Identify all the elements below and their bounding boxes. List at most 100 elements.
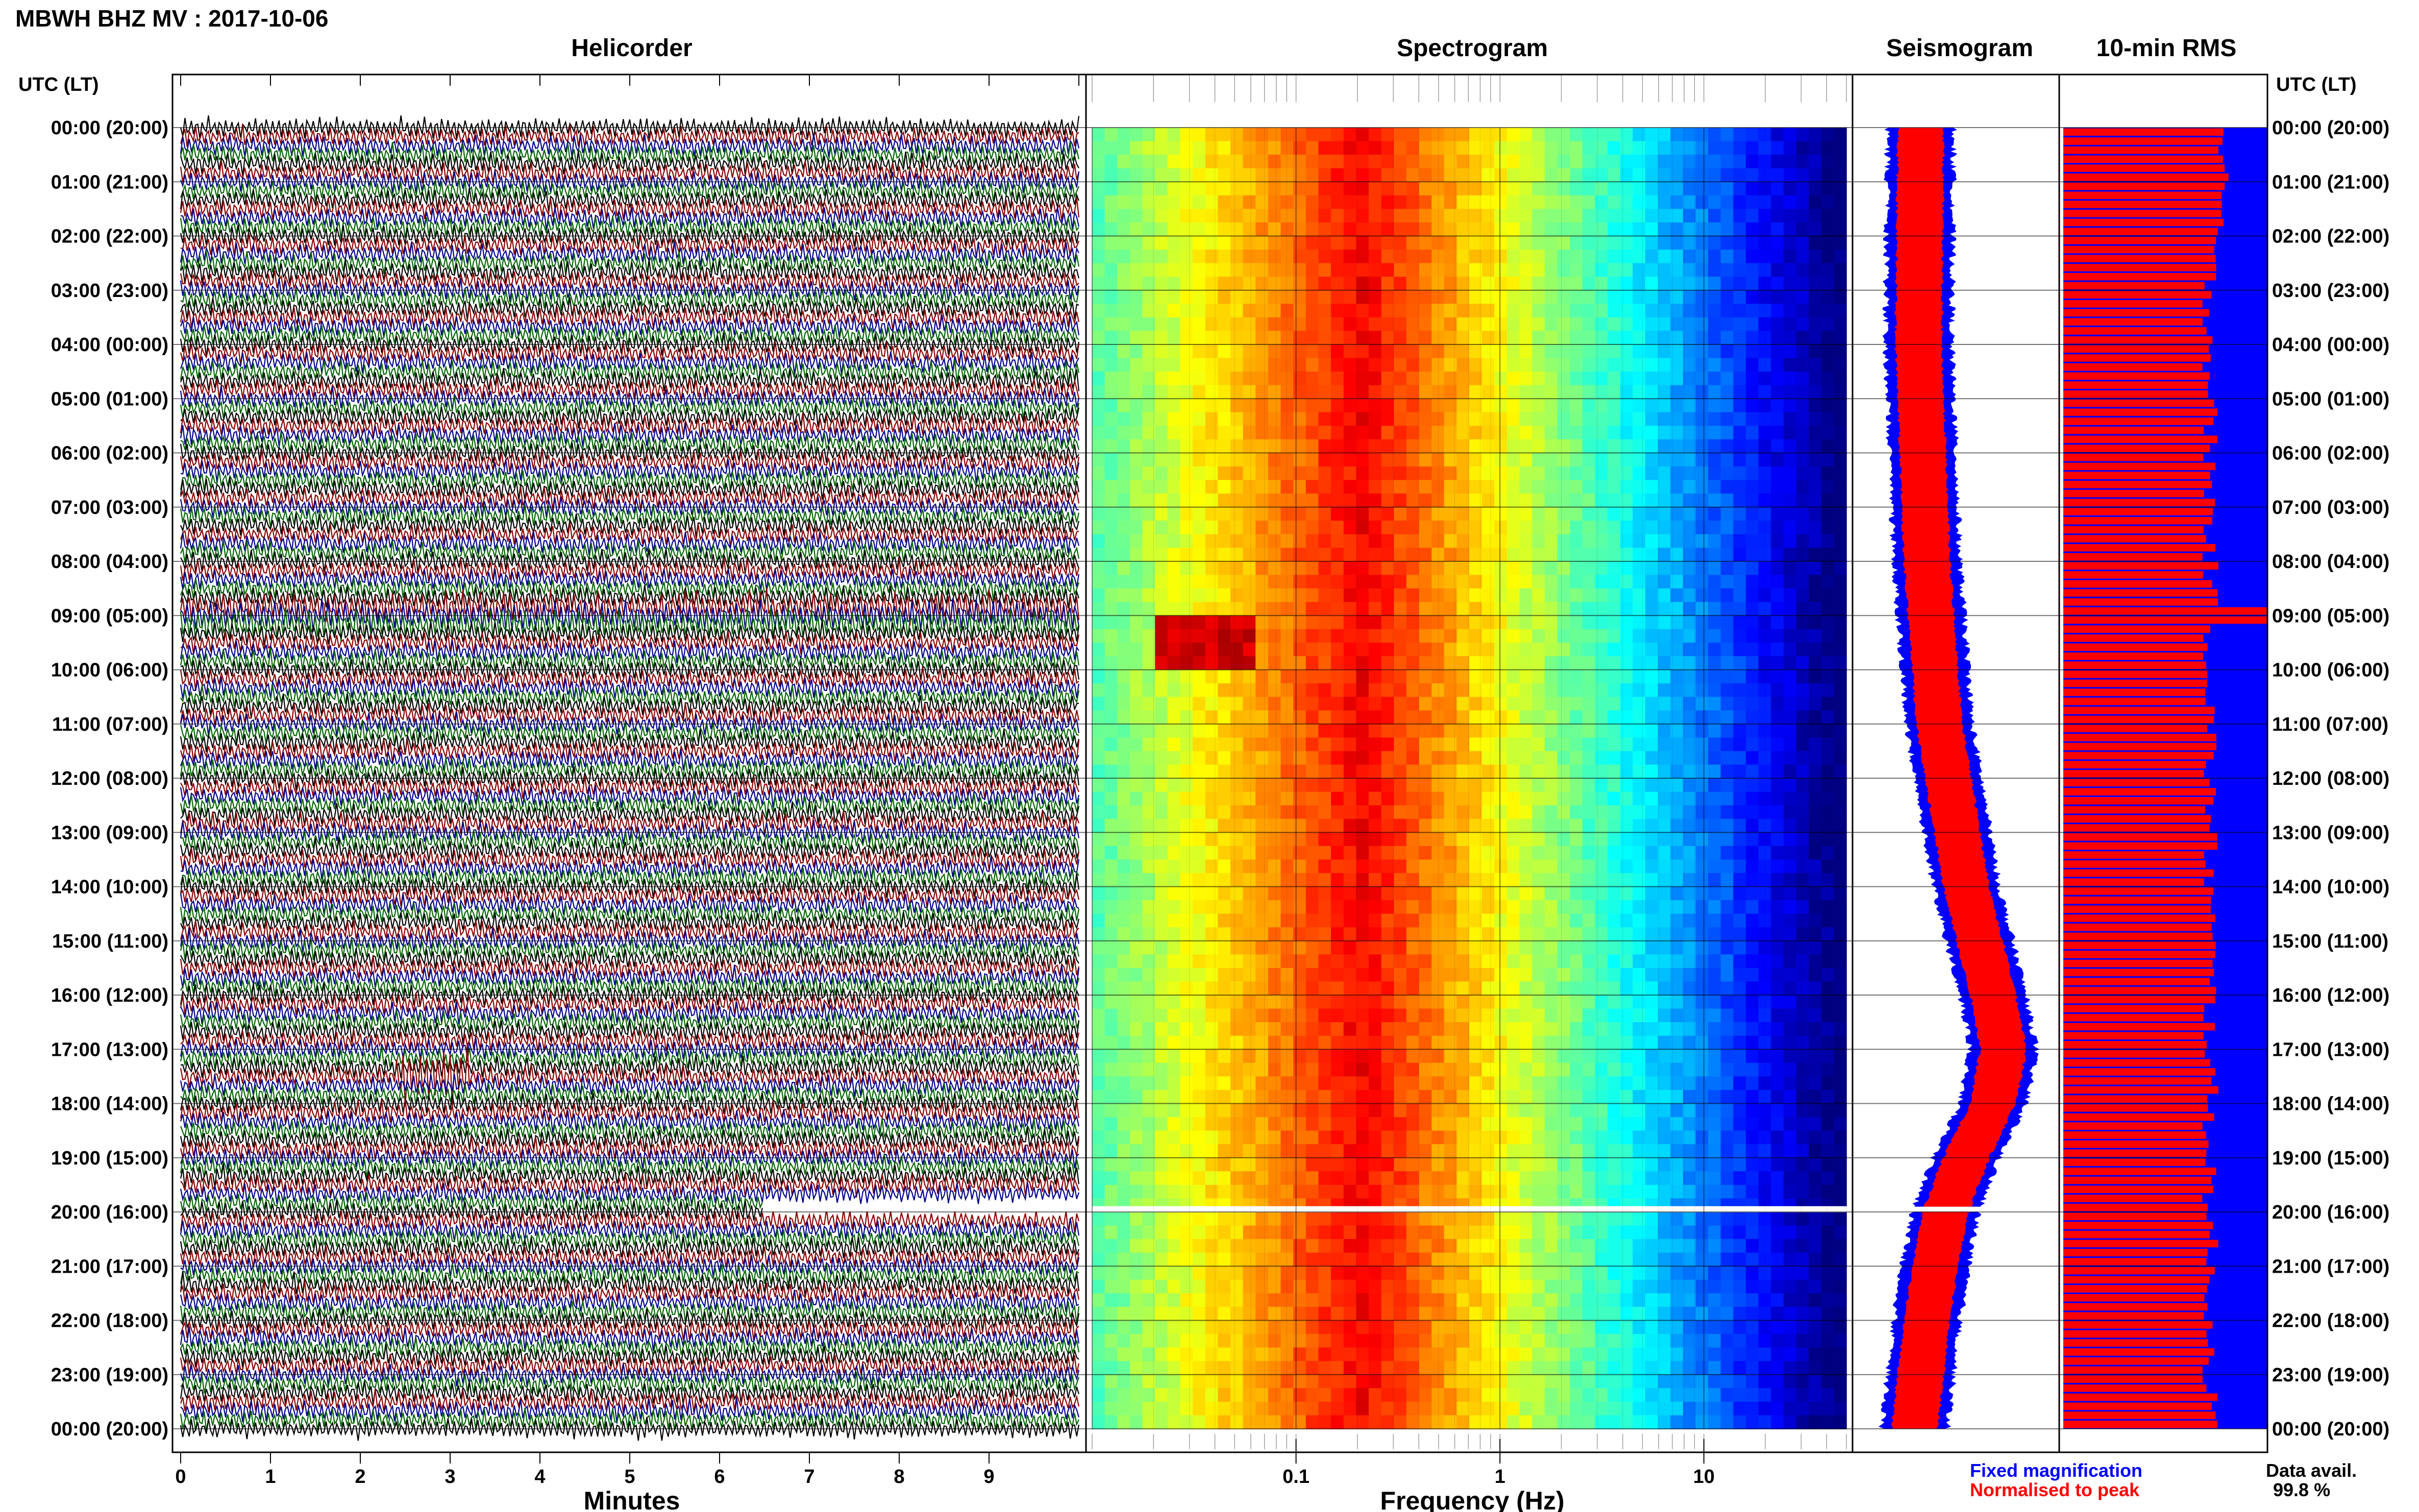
spectrogram-cell (1431, 588, 1445, 603)
spectrogram-cell (1406, 724, 1420, 738)
spectrogram-cell (1368, 155, 1382, 169)
spectrogram-cell (1633, 277, 1646, 291)
spectrogram-cell (1419, 290, 1432, 305)
helicorder-trace (180, 684, 1080, 709)
spectrogram-cell (1092, 846, 1105, 860)
spectrogram-cell (1268, 155, 1281, 169)
spectrogram-cell (1268, 737, 1281, 752)
spectrogram-cell (1406, 128, 1420, 142)
spectrogram-cell (1142, 913, 1155, 928)
spectrogram-cell (1745, 1089, 1759, 1104)
spectrogram-cell (1457, 778, 1470, 792)
spectrogram-cell (1092, 358, 1105, 372)
spectrogram-cell (1595, 697, 1608, 711)
spectrogram-cell (1104, 968, 1118, 982)
spectrogram-cell (1771, 520, 1784, 535)
spectrogram-cell (1796, 1008, 1809, 1023)
spectrogram-cell (1809, 344, 1822, 359)
spectrogram-cell (1381, 453, 1394, 467)
spectrogram-cell (1193, 575, 1206, 589)
spectrogram-cell (1431, 886, 1445, 901)
spectrogram-cell (1280, 737, 1294, 752)
spectrogram-cell (1507, 1022, 1520, 1036)
spectrogram-cell (1633, 128, 1646, 142)
spectrogram-cell (1570, 981, 1583, 996)
spectrogram-cell (1821, 995, 1835, 1009)
spectrogram-cell (1180, 764, 1193, 779)
spectrogram-cell (1243, 710, 1256, 725)
spectrogram-cell (1570, 575, 1583, 589)
spectrogram-cell (1544, 1171, 1558, 1185)
spectrogram-cell (1343, 981, 1357, 996)
spectrogram-cell (1368, 141, 1382, 155)
spectrogram-cell (1507, 629, 1520, 643)
spectrogram-cell (1670, 710, 1684, 725)
spectrogram-cell (1733, 344, 1746, 359)
spectrogram-cell (1507, 913, 1520, 928)
spectrogram-cell (1406, 385, 1420, 400)
spectrogram-cell (1180, 168, 1193, 183)
spectrogram-cell (1305, 615, 1319, 630)
spectrogram-cell (1708, 195, 1721, 210)
spectrogram-cell (1708, 250, 1721, 264)
spectrogram-cell (1092, 561, 1105, 576)
spectrogram-cell (1809, 1144, 1822, 1158)
spectrogram-cell (1720, 1008, 1734, 1023)
spectrogram-cell (1343, 886, 1357, 901)
spectrogram-cell (1117, 155, 1130, 169)
spectrogram-cell (1519, 846, 1533, 860)
spectrogram-cell (1683, 1008, 1696, 1023)
spectrogram-cell (1218, 331, 1231, 345)
spectrogram-cell (1318, 412, 1331, 427)
spectrogram-cell (1771, 791, 1784, 806)
spectrogram-cell (1255, 791, 1269, 806)
spectrogram-cell (1469, 1103, 1483, 1118)
spectrogram-cell (1582, 791, 1596, 806)
spectrogram-cell (1683, 209, 1696, 223)
spectrogram-cell (1494, 724, 1508, 738)
spectrogram-cell (1570, 250, 1583, 264)
spectrogram-cell (1733, 859, 1746, 874)
spectrogram-cell (1268, 1062, 1281, 1077)
spectrogram-cell (1557, 493, 1570, 508)
spectrogram-cell (1305, 290, 1319, 305)
spectrogram-cell (1117, 263, 1130, 277)
spectrogram-cell (1733, 670, 1746, 684)
spectrogram-cell (1595, 819, 1608, 833)
spectrogram-cell (1708, 141, 1721, 155)
spectrogram-cell (1406, 344, 1420, 359)
spectrogram-cell (1494, 737, 1508, 752)
spectrogram-cell (1620, 426, 1633, 440)
spectrogram-cell (1457, 155, 1470, 169)
spectrogram-cell (1381, 832, 1394, 847)
spectrogram-cell (1544, 629, 1558, 643)
spectrogram-cell (1834, 209, 1847, 223)
spectrogram-cell (1720, 493, 1734, 508)
spectrogram-cell (1771, 250, 1784, 264)
spectrogram-cell (1821, 128, 1835, 142)
spectrogram-cell (1557, 1035, 1570, 1050)
spectrogram-cell (1167, 805, 1181, 820)
spectrogram-cell (1708, 439, 1721, 454)
spectrogram-cell (1821, 575, 1835, 589)
spectrogram-cell (1582, 466, 1596, 481)
spectrogram-cell (1620, 1022, 1633, 1036)
spectrogram-cell (1783, 507, 1797, 522)
spectrogram-cell (1708, 642, 1721, 657)
spectrogram-cell (1544, 791, 1558, 806)
spectrogram-cell (1658, 168, 1671, 183)
spectrogram-cell (1444, 1035, 1458, 1050)
spectrogram-cell (1092, 399, 1105, 413)
spectrogram-cell (1218, 480, 1231, 494)
spectrogram-cell (1142, 1089, 1155, 1104)
spectrogram-cell (1318, 1144, 1331, 1158)
spectrogram-cell (1683, 1157, 1696, 1172)
spectrogram-cell (1670, 1144, 1684, 1158)
spectrogram-cell (1343, 480, 1357, 494)
spectrogram-cell (1243, 1035, 1256, 1050)
spectrogram-cell (1230, 697, 1244, 711)
spectrogram-cell (1293, 1089, 1306, 1104)
spectrogram-cell (1305, 141, 1319, 155)
spectrogram-cell (1670, 1157, 1684, 1172)
spectrogram-cell (1758, 426, 1771, 440)
